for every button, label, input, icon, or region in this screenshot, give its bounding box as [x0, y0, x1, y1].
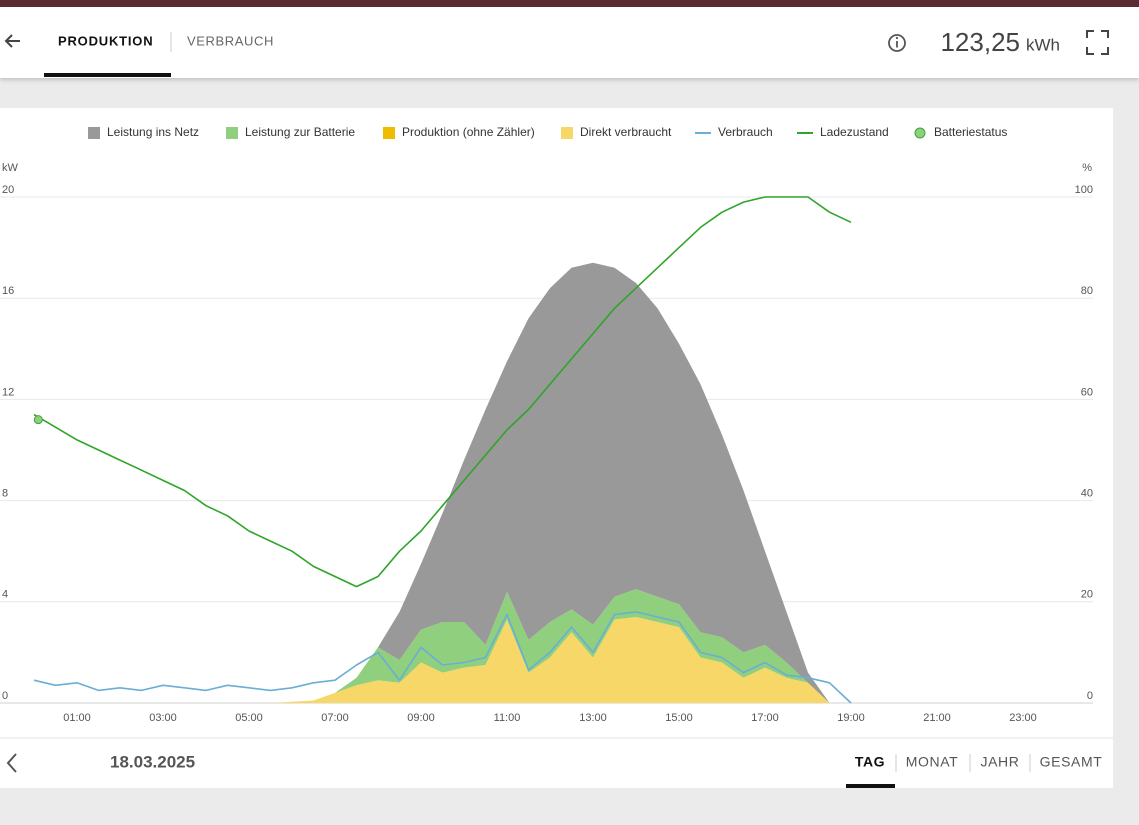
- period-tab[interactable]: JAHR: [981, 754, 1020, 770]
- period-underline: [846, 784, 895, 788]
- legend-swatch: [561, 127, 573, 139]
- y-tick-label: 8: [2, 488, 8, 500]
- top-bar: [0, 0, 1139, 7]
- y2-tick-label: 100: [1075, 184, 1093, 196]
- previous-button[interactable]: [6, 753, 17, 773]
- legend-label: Ladezustand: [820, 125, 889, 139]
- tab[interactable]: VERBRAUCH: [187, 33, 274, 48]
- legend-swatch: [914, 127, 926, 139]
- legend-label: Leistung zur Batterie: [245, 125, 355, 139]
- y2-axis-label: %: [1082, 162, 1092, 174]
- tab[interactable]: PRODUKTION: [58, 33, 153, 48]
- total-value: 123,25: [940, 27, 1020, 57]
- period-tab[interactable]: TAG: [855, 754, 885, 770]
- chart: 0 4 8 12 16 20 0 20 40 60 80 100 01:00 03:00 05:00 07:0…: [0, 125, 1093, 724]
- area: [34, 617, 851, 703]
- legend-swatch: [383, 127, 395, 139]
- y2-tick-label: 40: [1081, 488, 1093, 500]
- y2-tick-label: 0: [1087, 690, 1093, 702]
- x-tick-label: 17:00: [751, 712, 779, 724]
- legend-label: Verbrauch: [718, 125, 773, 139]
- x-tick-label: 09:00: [407, 712, 435, 724]
- legend-label: Batteriestatus: [934, 125, 1007, 139]
- back-button[interactable]: [4, 34, 20, 48]
- x-tick-label: 01:00: [63, 712, 91, 724]
- x-tick-label: 23:00: [1009, 712, 1037, 724]
- y-tick-label: 16: [2, 285, 14, 297]
- area: [34, 262, 851, 703]
- y-tick-label: 12: [2, 386, 14, 398]
- y-tick-label: 20: [2, 184, 14, 196]
- legend-label: Leistung ins Netz: [107, 125, 199, 139]
- x-tick-label: 21:00: [923, 712, 951, 724]
- x-tick-label: 13:00: [579, 712, 607, 724]
- x-tick-label: 19:00: [837, 712, 865, 724]
- y-tick-label: 4: [2, 589, 8, 601]
- area: [34, 589, 851, 703]
- period-tab[interactable]: MONAT: [906, 754, 959, 770]
- period-tab[interactable]: GESAMT: [1040, 754, 1103, 770]
- legend-swatch: [226, 127, 238, 139]
- line: [33, 196, 852, 588]
- header: [0, 7, 1139, 78]
- y-axis-label: kW: [2, 162, 19, 174]
- y2-tick-label: 80: [1081, 285, 1093, 297]
- tab-underline: [44, 73, 171, 77]
- legend-swatch: [88, 127, 100, 139]
- x-tick-label: 11:00: [494, 712, 521, 724]
- y2-tick-label: 20: [1081, 589, 1093, 601]
- info-button[interactable]: [888, 34, 906, 52]
- x-tick-label: 07:00: [321, 712, 349, 724]
- x-tick-label: 15:00: [665, 712, 693, 724]
- legend-label: Produktion (ohne Zähler): [402, 125, 535, 139]
- date: 18.03.2025: [110, 752, 195, 771]
- y2-tick-label: 60: [1081, 386, 1093, 398]
- legend-label: Direkt verbraucht: [580, 125, 672, 139]
- dot: [33, 415, 43, 425]
- x-tick-label: 03:00: [149, 712, 177, 724]
- total-unit: kWh: [1026, 35, 1060, 54]
- fullscreen-button[interactable]: [1086, 30, 1109, 55]
- x-tick-label: 05:00: [235, 712, 263, 724]
- line: [33, 611, 852, 704]
- y-tick-label: 0: [2, 690, 8, 702]
